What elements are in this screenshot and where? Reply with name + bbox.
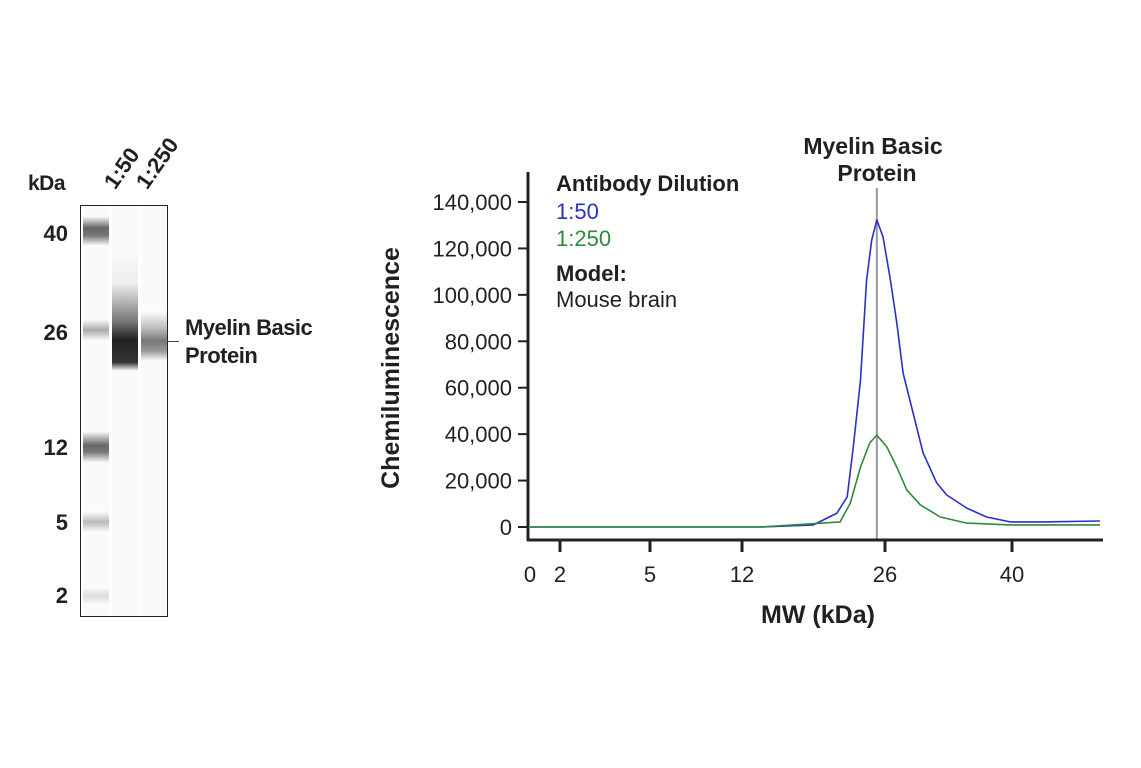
mw-marker-12: 12 xyxy=(43,435,68,460)
y-tick-label: 100,000 xyxy=(432,283,512,308)
x-tick-label: 40 xyxy=(1000,562,1024,587)
band-pointer-line xyxy=(167,341,179,342)
y-tick-label: 140,000 xyxy=(432,190,512,215)
mw-marker-5: 5 xyxy=(55,510,68,535)
blot-band-label-line2: Protein xyxy=(185,343,258,368)
y-axis-label: Chemiluminescence xyxy=(377,247,405,489)
y-tick-label: 60,000 xyxy=(445,376,512,401)
ladder-band-26 xyxy=(83,319,109,341)
x-tick-label: 5 xyxy=(644,562,656,587)
legend-title: Antibody Dilution xyxy=(556,171,739,196)
legend-model-label: Model: xyxy=(556,261,627,286)
ladder-band-12 xyxy=(83,431,109,463)
y-tick-label: 80,000 xyxy=(445,329,512,354)
annotation-line1: Myelin Basic xyxy=(803,133,943,159)
legend-item-1-250: 1:250 xyxy=(556,226,611,251)
annotation-line2: Protein xyxy=(837,160,916,186)
x-tick-label: 0 xyxy=(524,562,536,587)
x-tick-label: 2 xyxy=(554,562,566,587)
mw-marker-40: 40 xyxy=(43,221,68,246)
y-tick-label: 120,000 xyxy=(432,236,512,261)
x-tick-label: 26 xyxy=(873,562,897,587)
blot-image xyxy=(80,205,168,617)
mw-marker-26: 26 xyxy=(43,320,68,345)
y-tick-label: 40,000 xyxy=(445,422,512,447)
mbp-band-1-50 xyxy=(112,246,138,371)
ladder-band-5 xyxy=(83,511,109,533)
mw-marker-2: 2 xyxy=(55,583,68,608)
lane-1-250 xyxy=(141,206,167,616)
ladder-lane xyxy=(83,206,109,616)
kda-label: kDa xyxy=(28,172,66,195)
legend-model-value: Mouse brain xyxy=(556,287,677,312)
x-tick-label: 12 xyxy=(730,562,754,587)
lane-1-50 xyxy=(112,206,138,616)
blot-band-label: Myelin Basic Protein xyxy=(185,314,313,370)
series-line-1-50 xyxy=(530,219,1101,528)
y-tick-label: 20,000 xyxy=(445,469,512,494)
ladder-band-40 xyxy=(83,216,109,246)
ladder-band-2 xyxy=(83,586,109,606)
legend-item-1-50: 1:50 xyxy=(556,199,599,224)
x-axis-label: MW (kDa) xyxy=(761,601,875,629)
mbp-band-1-250 xyxy=(141,311,167,361)
blot-band-label-line1: Myelin Basic xyxy=(185,315,313,340)
y-tick-label: 0 xyxy=(500,515,512,540)
series-line-1-250 xyxy=(530,434,1100,528)
